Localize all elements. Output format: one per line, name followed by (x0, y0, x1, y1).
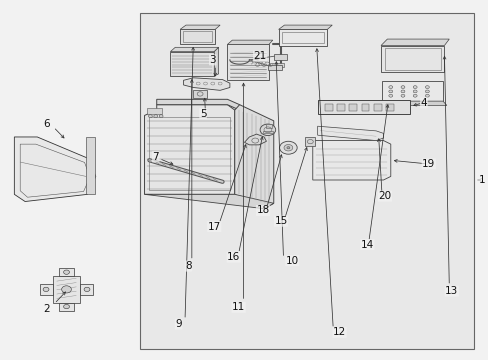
Polygon shape (234, 105, 273, 209)
Polygon shape (312, 140, 390, 180)
Bar (269, 63, 284, 67)
Text: 18: 18 (256, 206, 269, 216)
Polygon shape (244, 134, 266, 145)
Bar (278, 30, 327, 45)
Text: 5: 5 (199, 109, 206, 119)
Circle shape (412, 94, 416, 97)
Circle shape (43, 287, 49, 292)
Circle shape (284, 144, 292, 151)
Polygon shape (144, 194, 273, 209)
Circle shape (412, 90, 416, 93)
Bar (140, 13, 473, 348)
Text: 15: 15 (274, 216, 287, 226)
Bar (361, 104, 368, 111)
Bar (80, 284, 93, 295)
Bar (149, 117, 229, 190)
Text: 11: 11 (231, 302, 245, 312)
Bar (265, 124, 271, 128)
Bar (147, 108, 161, 114)
Text: 16: 16 (227, 252, 240, 262)
Circle shape (412, 86, 416, 89)
Polygon shape (157, 99, 239, 110)
Polygon shape (278, 25, 331, 30)
Bar (227, 44, 268, 80)
Text: 1: 1 (478, 175, 484, 185)
Text: 12: 12 (332, 327, 346, 337)
Polygon shape (144, 105, 234, 194)
Polygon shape (317, 126, 383, 140)
Text: 21: 21 (253, 51, 266, 61)
Bar (86, 137, 95, 194)
Bar (40, 284, 53, 295)
Bar (317, 100, 409, 114)
Polygon shape (381, 101, 446, 105)
Bar (267, 64, 281, 69)
Text: 2: 2 (43, 304, 50, 314)
Text: 7: 7 (152, 152, 159, 162)
Circle shape (63, 305, 69, 309)
Circle shape (425, 94, 428, 97)
Bar (305, 137, 315, 146)
Text: 14: 14 (360, 239, 373, 249)
Circle shape (425, 90, 428, 93)
Bar (59, 268, 74, 276)
Circle shape (400, 94, 404, 97)
Polygon shape (227, 40, 272, 44)
Bar (193, 90, 206, 98)
Bar (59, 303, 74, 311)
Text: 17: 17 (207, 222, 221, 231)
Bar (273, 54, 287, 59)
Text: 10: 10 (285, 256, 298, 266)
Circle shape (148, 115, 152, 118)
Circle shape (61, 286, 71, 293)
Bar (381, 81, 442, 101)
Circle shape (400, 86, 404, 89)
Bar (180, 30, 215, 44)
Circle shape (63, 270, 69, 274)
Bar (263, 131, 272, 134)
Bar (336, 104, 344, 111)
Polygon shape (214, 47, 218, 76)
Text: 3: 3 (209, 55, 216, 65)
Text: 4: 4 (420, 98, 427, 108)
Polygon shape (380, 39, 448, 45)
Bar (348, 104, 356, 111)
Circle shape (260, 124, 275, 135)
Circle shape (388, 90, 392, 93)
Polygon shape (183, 78, 229, 90)
Bar (380, 45, 444, 72)
Text: 6: 6 (43, 120, 50, 129)
Circle shape (154, 115, 158, 118)
Text: 13: 13 (444, 286, 457, 296)
Circle shape (279, 141, 297, 154)
Circle shape (286, 147, 289, 149)
Bar (385, 104, 393, 111)
Circle shape (388, 94, 392, 97)
Circle shape (84, 287, 90, 292)
Bar (170, 51, 214, 76)
Bar (373, 104, 381, 111)
Bar (53, 276, 80, 303)
Circle shape (400, 90, 404, 93)
Bar (282, 32, 324, 43)
Polygon shape (14, 137, 96, 202)
Polygon shape (170, 47, 218, 51)
Circle shape (425, 86, 428, 89)
Bar (384, 48, 440, 69)
Bar (183, 31, 212, 42)
Text: 20: 20 (378, 191, 391, 201)
Text: 9: 9 (175, 319, 182, 329)
Polygon shape (180, 25, 220, 30)
Text: 8: 8 (185, 261, 191, 271)
Circle shape (159, 115, 163, 118)
Circle shape (388, 86, 392, 89)
Text: 19: 19 (421, 159, 434, 169)
Bar (325, 104, 332, 111)
